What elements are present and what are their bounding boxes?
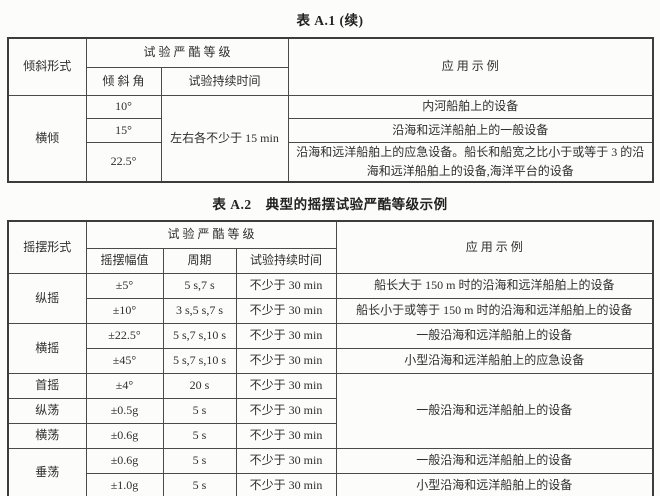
- table-row: 纵摇 ±5° 5 s,7 s 不少于 30 min 船长大于 150 m 时的沿…: [7, 272, 654, 324]
- table-row: ±45° 5 s,7 s,10 s 不少于 30 min 小型沿海和远洋船舶上的…: [8, 347, 654, 374]
- a2-cell-duration: 不少于 30 min: [235, 447, 337, 474]
- a1-header-application: 应 用 示 例: [287, 37, 654, 96]
- a2-cell-duration: 不少于 30 min: [235, 297, 337, 324]
- a2-cell-period: 20 s: [162, 372, 237, 399]
- a2-cell-amplitude: ±1.0g: [85, 472, 164, 496]
- a2-cell-period: 5 s: [162, 447, 237, 474]
- a2-cell-period: 5 s: [162, 422, 237, 449]
- a1-cell-application: 内河船舶上的设备: [287, 94, 654, 119]
- table-row: 倾斜形式 试 验 严 酷 等 级 应 用 示 例: [7, 37, 654, 96]
- table-row: 横摇 ±22.5° 5 s,7 s,10 s 不少于 30 min 一般沿海和远…: [7, 322, 654, 374]
- a2-cell-duration: 不少于 30 min: [235, 472, 337, 496]
- table-row: ±1.0g 5 s 不少于 30 min 小型沿海和远洋船舶上的设备: [8, 472, 654, 496]
- table-a2-title: 表 A.2 典型的摇摆试验严酷等级示例: [212, 197, 448, 212]
- table-row: 倾 斜 角 试验持续时间: [8, 66, 653, 96]
- table-row: 横倾 10° 左右各不少于 15 min 内河船舶上的设备: [7, 94, 654, 183]
- table-row: 纵荡 ±0.5g 5 s 不少于 30 min: [7, 397, 653, 424]
- table-row: 横荡 ±0.6g 5 s 不少于 30 min: [7, 422, 653, 449]
- a2-cell-form: 横摇: [7, 322, 87, 374]
- a2-cell-amplitude: ±5°: [85, 272, 164, 299]
- a1-cell-angle: 22.5°: [85, 141, 162, 183]
- table-row: 22.5° 沿海和远洋船舶上的应急设备。船长和船宽之比小于或等于 3 的沿海和远…: [8, 141, 654, 183]
- table-a1-title: 表 A.1 (续): [296, 13, 364, 28]
- a2-cell-duration: 不少于 30 min: [235, 322, 337, 349]
- a2-header-sway-form: 摇摆形式: [7, 220, 87, 274]
- a2-cell-form: 纵摇: [7, 272, 87, 324]
- table-a1: 倾斜形式 试 验 严 酷 等 级 应 用 示 例 倾 斜 角 试验持续时间 横倾…: [7, 37, 655, 183]
- a2-cell-duration: 不少于 30 min: [235, 272, 337, 299]
- a2-cell-amplitude: ±0.6g: [85, 422, 164, 449]
- a2-header-severity: 试 验 严 酷 等 级: [85, 220, 337, 249]
- table-row: 摇摆幅值 周期 试验持续时间: [8, 247, 653, 274]
- a1-cell-application: 沿海和远洋船舶上的一般设备: [287, 117, 654, 143]
- a2-cell-amplitude: ±4°: [85, 372, 164, 399]
- a2-cell-period: 5 s: [162, 397, 237, 424]
- a2-cell-form: 纵荡: [7, 397, 87, 424]
- a1-cell-duration: 左右各不少于 15 min: [160, 94, 289, 183]
- a2-cell-amplitude: ±0.6g: [85, 447, 164, 474]
- a2-cell-application: 小型沿海和远洋船舶上的应急设备: [335, 347, 654, 374]
- a2-cell-duration: 不少于 30 min: [235, 372, 337, 399]
- a2-cell-amplitude: ±10°: [85, 297, 164, 324]
- a2-cell-form: 横荡: [7, 422, 87, 449]
- a2-cell-application: 船长小于或等于 150 m 时的沿海和远洋船舶上的设备: [335, 297, 654, 324]
- a2-cell-form: 垂荡: [7, 447, 87, 496]
- a2-cell-duration: 不少于 30 min: [235, 397, 337, 424]
- a2-cell-application: 一般沿海和远洋船舶上的设备: [335, 447, 654, 474]
- a1-header-severity: 试 验 严 酷 等 级: [85, 37, 289, 68]
- a1-cell-application: 沿海和远洋船舶上的应急设备。船长和船宽之比小于或等于 3 的沿海和远洋船舶上的设…: [287, 141, 654, 183]
- a2-cell-amplitude: ±45°: [85, 347, 164, 374]
- table-row: 首摇 ±4° 20 s 不少于 30 min 一般沿海和远洋船舶上的设备: [7, 372, 654, 449]
- a2-cell-period: 3 s,5 s,7 s: [162, 297, 237, 324]
- a2-cell-amplitude: ±0.5g: [85, 397, 164, 424]
- a1-header-tilt-form: 倾斜形式: [7, 37, 87, 96]
- a2-cell-application: 船长大于 150 m 时的沿海和远洋船舶上的设备: [335, 272, 654, 299]
- a2-cell-period: 5 s: [162, 472, 237, 496]
- a2-cell-duration: 不少于 30 min: [235, 422, 337, 449]
- table-row: 摇摆形式 试 验 严 酷 等 级 应 用 示 例: [7, 220, 654, 274]
- a2-header-period: 周期: [162, 247, 237, 274]
- a2-header-duration: 试验持续时间: [235, 247, 337, 274]
- table-row: ±10° 3 s,5 s,7 s 不少于 30 min 船长小于或等于 150 …: [8, 297, 654, 324]
- a2-cell-amplitude: ±22.5°: [85, 322, 164, 349]
- a2-cell-application: 一般沿海和远洋船舶上的设备: [335, 372, 654, 449]
- table-a2: 摇摆形式 试 验 严 酷 等 级 应 用 示 例 摇摆幅值 周期 试验持续时间 …: [7, 220, 655, 496]
- a2-cell-application: 一般沿海和远洋船舶上的设备: [335, 322, 654, 349]
- a2-cell-duration: 不少于 30 min: [235, 347, 337, 374]
- a1-cell-angle: 10°: [85, 94, 162, 119]
- a2-header-application: 应 用 示 例: [335, 220, 654, 274]
- a2-cell-period: 5 s,7 s,10 s: [162, 347, 237, 374]
- table-row: 垂荡 ±0.6g 5 s 不少于 30 min 一般沿海和远洋船舶上的设备: [7, 447, 654, 496]
- a2-cell-period: 5 s,7 s: [162, 272, 237, 299]
- a1-cell-angle: 15°: [85, 117, 162, 143]
- a1-header-tilt-angle: 倾 斜 角: [85, 66, 162, 96]
- a2-cell-period: 5 s,7 s,10 s: [162, 322, 237, 349]
- a1-header-duration: 试验持续时间: [160, 66, 289, 96]
- table-row: 15° 沿海和远洋船舶上的一般设备: [8, 117, 654, 143]
- a2-header-amplitude: 摇摆幅值: [85, 247, 164, 274]
- a2-cell-application: 小型沿海和远洋船舶上的设备: [335, 472, 654, 496]
- a1-cell-group: 横倾: [7, 94, 87, 183]
- a2-cell-form: 首摇: [7, 372, 87, 399]
